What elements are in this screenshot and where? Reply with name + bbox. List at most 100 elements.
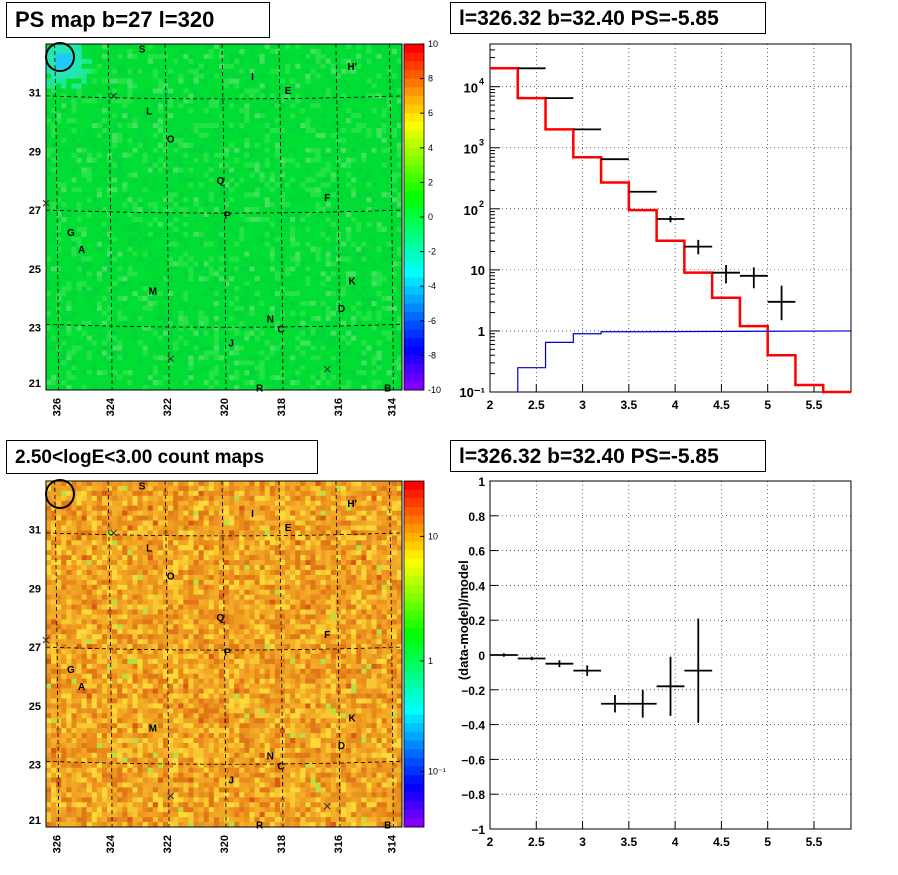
map-pixel [101,73,108,79]
map-pixel [386,197,393,203]
map-pixel [142,231,149,238]
map-pixel [229,182,235,188]
map-pixel [168,68,174,74]
map-pixel [376,330,382,336]
map-pixel [295,152,301,158]
map-pixel [340,172,347,178]
map-pixel [137,301,143,307]
map-pixel [335,157,342,163]
map-pixel [361,291,367,297]
map-pixel [51,315,57,322]
map-pixel [112,355,118,361]
map-pixel [213,113,220,119]
map-pixel [193,63,199,70]
map-pixel [366,197,372,203]
map-pixel [168,345,174,351]
map-pixel [76,58,82,65]
map-pixel [101,137,108,144]
map-pixel [366,256,372,262]
map-pixel [193,301,199,307]
map-pixel [305,44,311,50]
map-pixel [152,301,159,307]
map-pixel [361,345,367,351]
map-pixel [274,128,281,134]
map-pixel [46,340,52,346]
map-pixel [346,63,352,70]
map-pixel [137,103,143,109]
map-pixel [152,162,159,168]
map-pixel [178,118,184,124]
map-pixel [91,355,98,361]
map-pixel [335,137,342,144]
map-pixel [335,320,342,327]
map-pixel [96,103,103,109]
map-pixel [81,142,87,149]
map-pixel [91,108,98,114]
map-pixel [101,296,108,302]
map-pixel [61,310,67,317]
map-pixel [279,68,286,74]
map-pixel [173,128,179,134]
map-pixel [198,88,204,94]
map-pixel [86,147,93,154]
map-pixel [254,123,260,129]
map-pixel [335,310,342,317]
map-pixel [346,231,352,238]
map-pixel [320,157,327,163]
map-pixel [386,68,393,74]
map-pixel [381,281,388,287]
map-pixel [300,68,306,74]
map-pixel [244,123,250,129]
map-pixel [325,310,332,317]
map-pixel [91,88,98,94]
map-pixel [71,172,77,178]
map-pixel [234,256,240,262]
map-pixel [295,261,301,267]
map-pixel [71,221,77,228]
map-pixel [279,187,286,193]
map-pixel [249,301,255,307]
map-pixel [101,271,108,277]
map-pixel [152,221,159,228]
map-pixel [107,78,113,84]
map-pixel [112,103,118,109]
map-pixel [193,103,199,109]
map-pixel [122,108,128,114]
map-pixel [213,83,220,89]
map-pixel [330,340,337,346]
map-pixel [203,221,210,228]
map-pixel [386,330,393,336]
map-pixel [335,162,342,168]
map-pixel [249,365,255,371]
map-pixel [117,137,123,144]
map-pixel [142,123,149,129]
map-pixel [101,68,108,74]
map-pixel [305,93,311,99]
map-pixel [162,182,169,188]
map-pixel [229,365,235,371]
map-pixel [46,202,52,208]
map-pixel [381,375,388,381]
map-pixel [376,58,382,65]
map-pixel [290,340,296,346]
map-pixel [81,202,87,208]
map-pixel [178,187,184,193]
map-pixel [208,261,215,267]
map-pixel [229,83,235,89]
map-pixel [66,207,72,213]
map-pixel [269,330,276,336]
map-pixel [188,251,194,257]
map-pixel [46,365,52,371]
map-pixel [229,44,235,50]
map-pixel [290,355,296,361]
map-pixel [381,335,388,341]
map-pixel [198,83,204,89]
map-pixel [147,123,154,129]
map-pixel [254,202,260,208]
map-pixel [112,177,118,183]
map-pixel [56,271,62,277]
map-pixel [193,355,199,361]
map-pixel [386,370,393,376]
map-pixel [137,128,143,134]
map-pixel [320,380,327,386]
